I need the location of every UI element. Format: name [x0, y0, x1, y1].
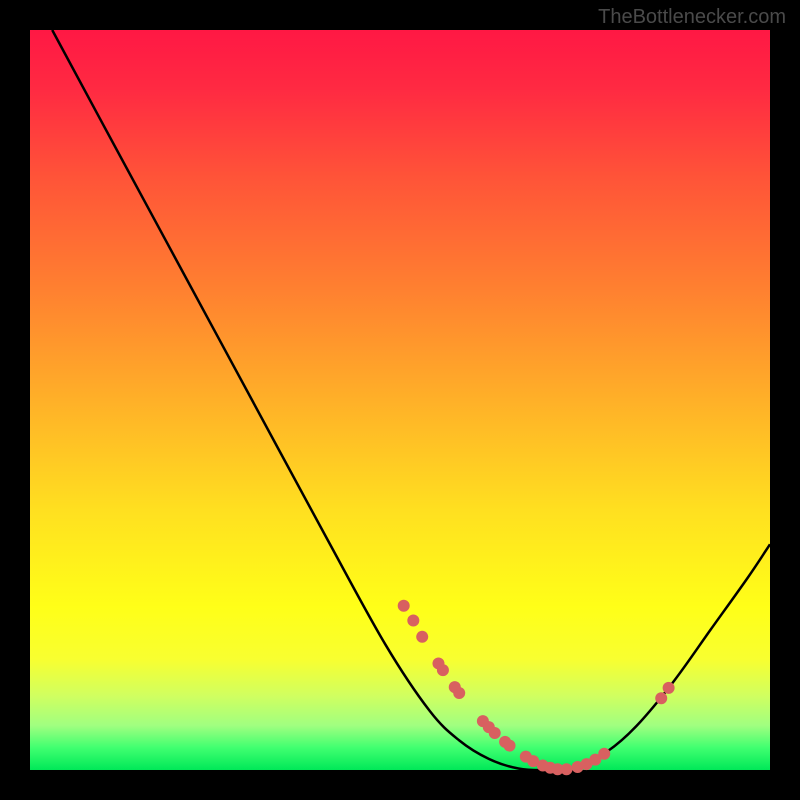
data-marker: [398, 600, 410, 612]
data-marker: [407, 615, 419, 627]
chart-background: [30, 30, 770, 770]
bottleneck-chart: [0, 0, 800, 800]
data-marker: [598, 748, 610, 760]
data-marker: [561, 763, 573, 775]
data-marker: [663, 682, 675, 694]
data-marker: [655, 692, 667, 704]
watermark-text: TheBottlenecker.com: [598, 6, 786, 29]
data-marker: [453, 687, 465, 699]
data-marker: [437, 664, 449, 676]
data-marker: [504, 740, 516, 752]
data-marker: [416, 631, 428, 643]
data-marker: [489, 727, 501, 739]
